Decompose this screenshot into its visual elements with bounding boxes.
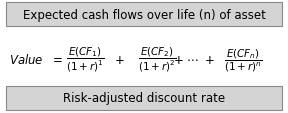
Text: $\dfrac{E(CF_2)}{(1+r)^2}$: $\dfrac{E(CF_2)}{(1+r)^2}$ <box>138 46 176 74</box>
FancyBboxPatch shape <box>6 86 282 110</box>
Text: $+$: $+$ <box>114 53 125 66</box>
Text: Risk-adjusted discount rate: Risk-adjusted discount rate <box>63 91 225 104</box>
Text: $+\ \cdots\ +$: $+\ \cdots\ +$ <box>173 53 215 66</box>
Text: Expected cash flows over life (n) of asset: Expected cash flows over life (n) of ass… <box>22 8 266 21</box>
Text: $\mathit{Value}\ \ =$: $\mathit{Value}\ \ =$ <box>9 53 62 67</box>
Text: $\dfrac{E(CF_n)}{(1+r)^n}$: $\dfrac{E(CF_n)}{(1+r)^n}$ <box>224 47 263 73</box>
FancyBboxPatch shape <box>6 3 282 27</box>
Text: $\dfrac{E(CF_1)}{(1+r)^1}$: $\dfrac{E(CF_1)}{(1+r)^1}$ <box>66 46 104 74</box>
